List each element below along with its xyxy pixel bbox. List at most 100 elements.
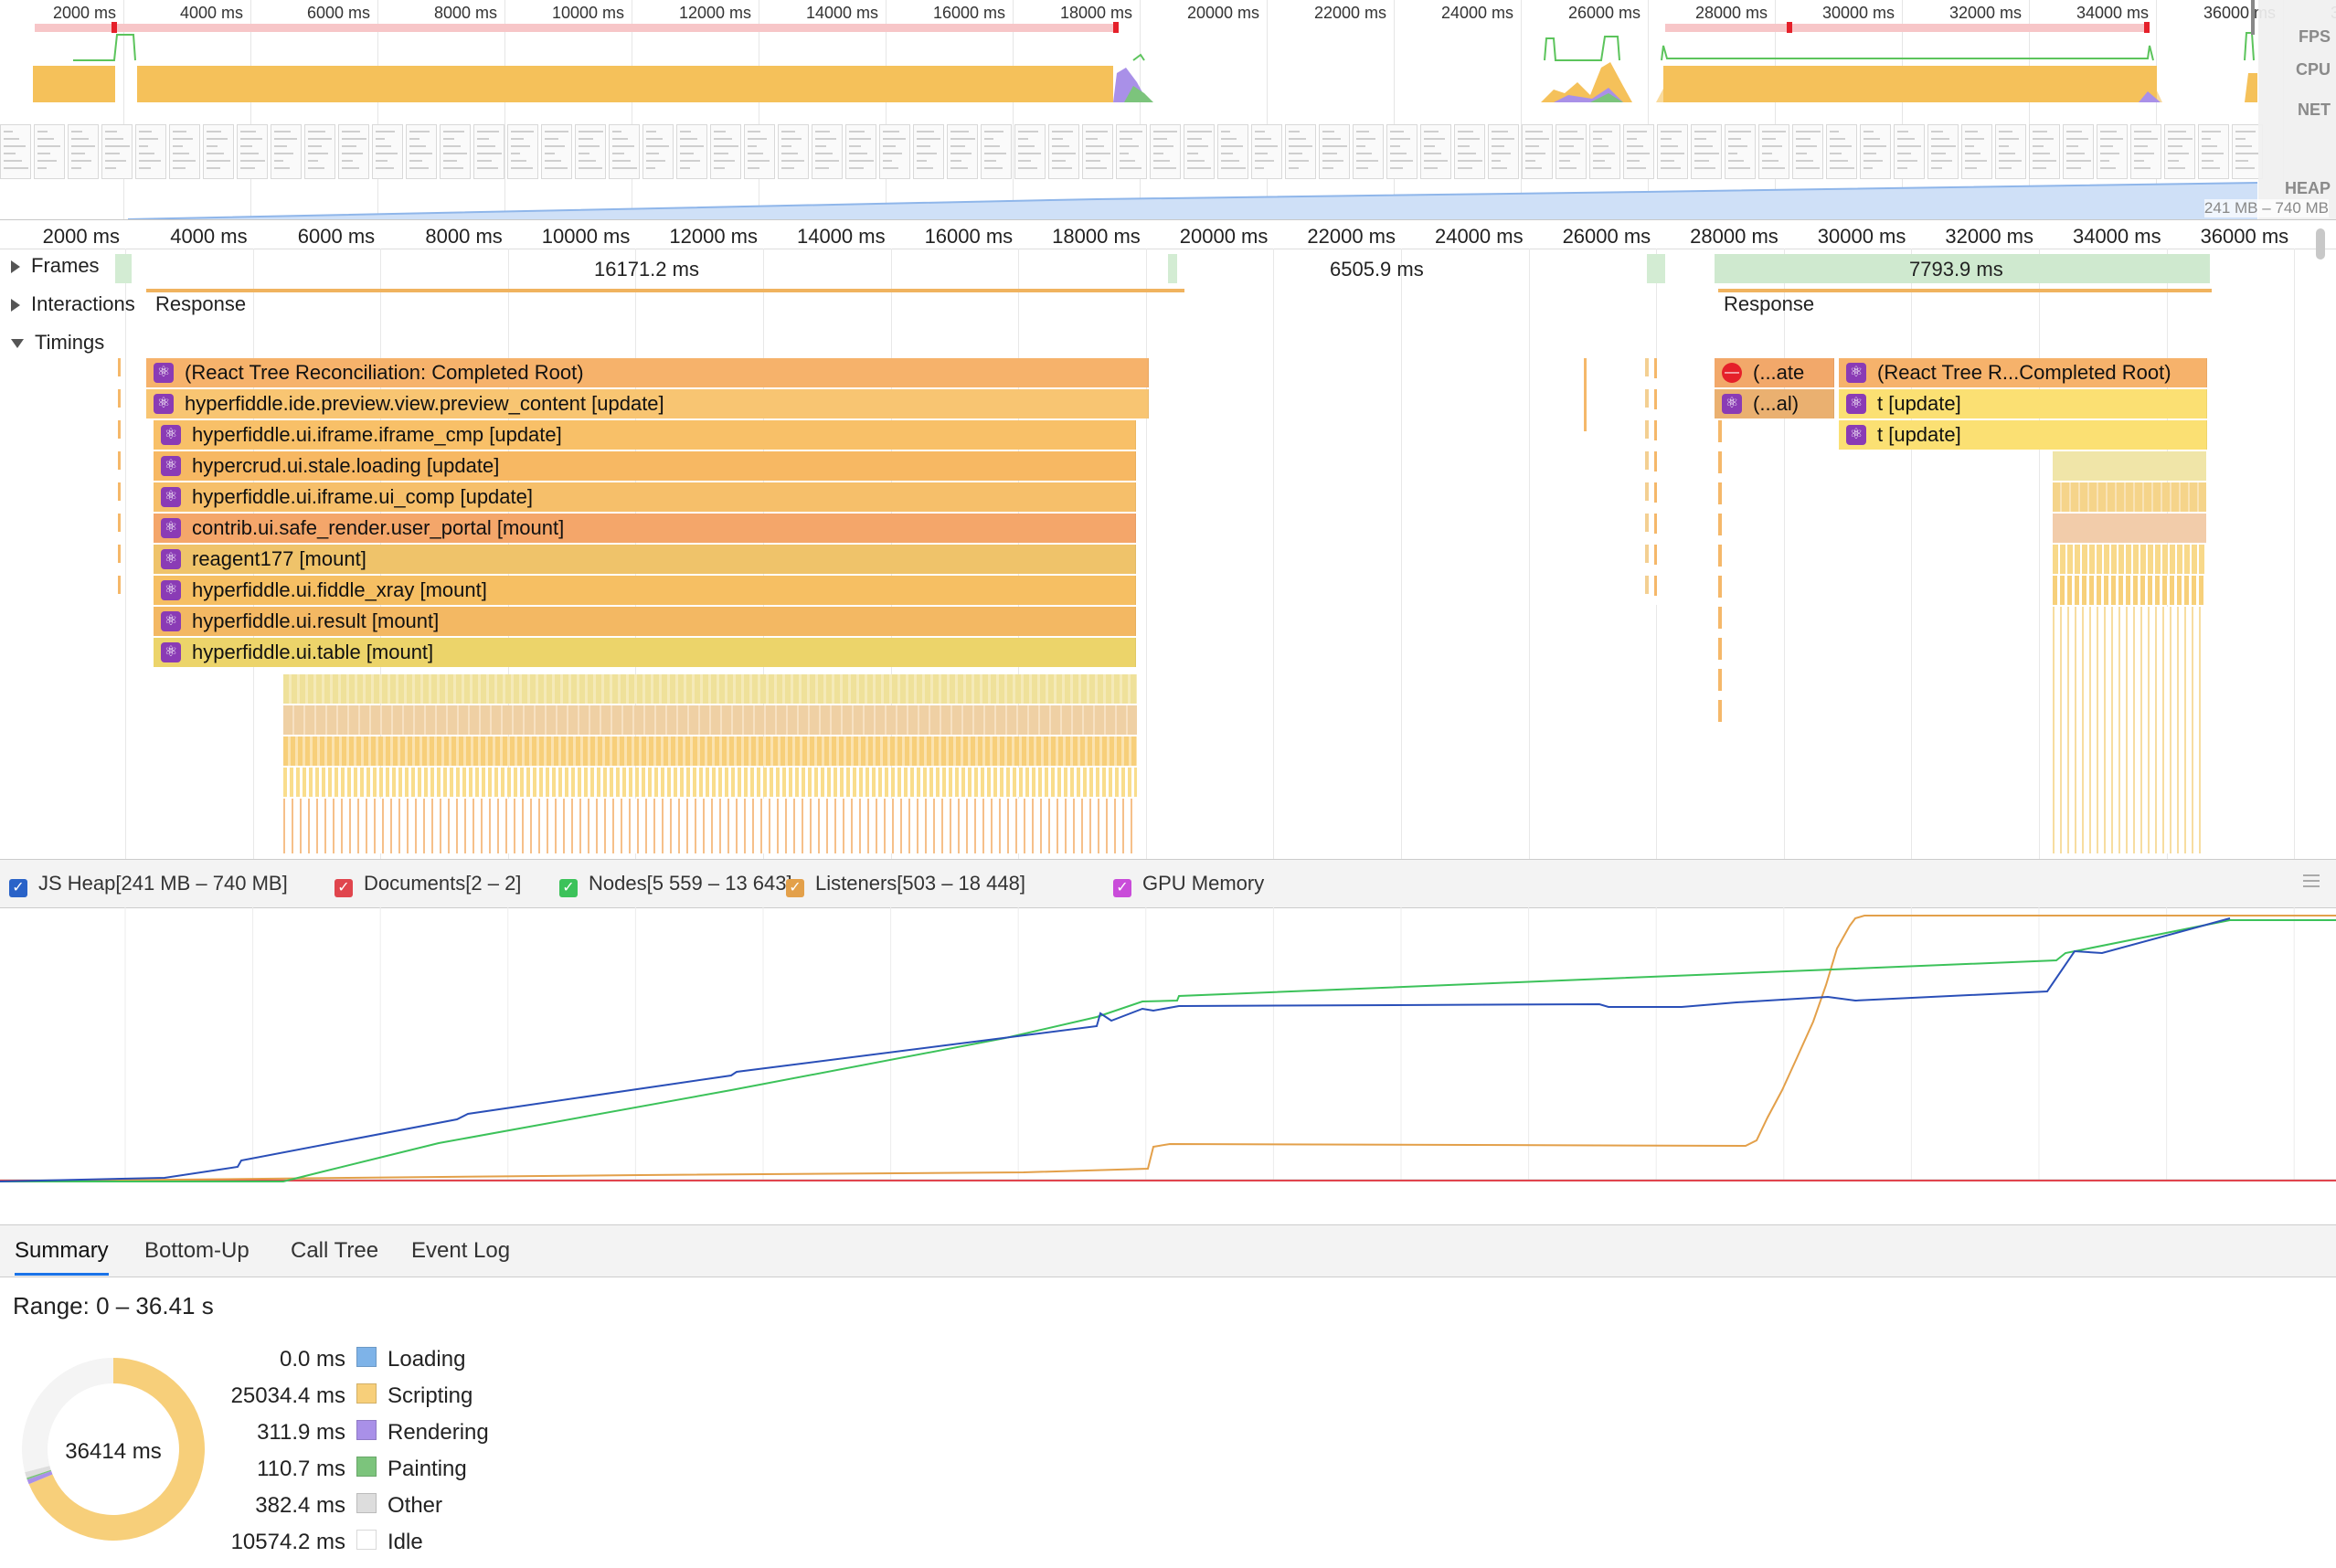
screenshot-thumbnail[interactable] <box>1319 124 1350 179</box>
screenshot-thumbnail[interactable] <box>2198 124 2229 179</box>
screenshot-thumbnail[interactable] <box>1860 124 1891 179</box>
interactions-track-header[interactable]: Interactions <box>11 292 135 316</box>
timeline-overview[interactable]: 2000 ms 4000 ms 6000 ms 8000 ms 10000 ms 1200… <box>0 0 2336 220</box>
response-interaction-bar[interactable] <box>146 289 1184 292</box>
counter-toggle[interactable]: ✓ Nodes[5 559 – 13 643] <box>559 872 792 897</box>
screenshot-thumbnail[interactable] <box>879 124 910 179</box>
screenshot-thumbnail[interactable] <box>0 124 31 179</box>
screenshot-thumbnail[interactable] <box>575 124 606 179</box>
screenshot-thumbnail[interactable] <box>778 124 809 179</box>
screenshot-thumbnail[interactable] <box>473 124 504 179</box>
menu-icon[interactable] <box>2303 874 2320 887</box>
tab-bottom-up[interactable]: Bottom-Up <box>144 1238 250 1263</box>
screenshot-thumbnail[interactable] <box>406 124 437 179</box>
screenshot-thumbnail[interactable] <box>1014 124 1046 179</box>
screenshot-thumbnail[interactable] <box>203 124 234 179</box>
screenshot-thumbnail[interactable] <box>304 124 335 179</box>
screenshot-thumbnail[interactable] <box>2130 124 2161 179</box>
screenshot-thumbnail[interactable] <box>845 124 876 179</box>
screenshot-thumbnail[interactable] <box>1894 124 1925 179</box>
timing-entry[interactable]: ⚛ hypercrud.ui.stale.loading [update] <box>154 451 1136 481</box>
counter-toggle[interactable]: ✓ JS Heap[241 MB – 740 MB] <box>9 872 288 897</box>
screenshot-thumbnail[interactable] <box>1454 124 1485 179</box>
timing-entry[interactable]: ⚛ reagent177 [mount] <box>154 545 1136 574</box>
screenshot-thumbnail[interactable] <box>1353 124 1384 179</box>
screenshot-thumbnail[interactable] <box>1758 124 1789 179</box>
screenshot-thumbnail[interactable] <box>1961 124 1992 179</box>
response-interaction-bar[interactable] <box>1718 289 2212 292</box>
frame-block[interactable] <box>1647 254 1665 283</box>
timing-entry[interactable]: — (...ate <box>1715 358 1834 387</box>
timing-entry[interactable]: ⚛ hyperfiddle.ui.result [mount] <box>154 607 1136 636</box>
range-selector-handle[interactable] <box>2251 0 2255 35</box>
tab-call-tree[interactable]: Call Tree <box>291 1238 379 1263</box>
screenshot-thumbnail[interactable] <box>676 124 707 179</box>
screenshot-thumbnail[interactable] <box>1927 124 1959 179</box>
frame-duration[interactable]: 6505.9 ms <box>1330 258 1424 281</box>
screenshot-thumbnail[interactable] <box>507 124 538 179</box>
tab-event-log[interactable]: Event Log <box>411 1238 511 1263</box>
screenshot-thumbnail[interactable] <box>744 124 775 179</box>
counter-toggle[interactable]: ✓ GPU Memory <box>1113 872 1264 897</box>
screenshot-thumbnail[interactable] <box>34 124 65 179</box>
screenshot-thumbnail[interactable] <box>271 124 302 179</box>
checkbox-icon[interactable]: ✓ <box>334 879 353 897</box>
counter-toggle[interactable]: ✓ Documents[2 – 2] <box>334 872 521 897</box>
timing-entry[interactable]: ⚛ hyperfiddle.ui.table [mount] <box>154 638 1136 667</box>
frame-block[interactable] <box>1715 254 2210 283</box>
screenshot-thumbnail[interactable] <box>1116 124 1147 179</box>
screenshot-thumbnail[interactable] <box>642 124 674 179</box>
checkbox-icon[interactable]: ✓ <box>559 879 578 897</box>
checkbox-icon[interactable]: ✓ <box>786 879 804 897</box>
timing-entry[interactable]: ⚛ contrib.ui.safe_render.user_portal [mou… <box>154 514 1136 543</box>
screenshot-thumbnail[interactable] <box>1420 124 1451 179</box>
screenshot-thumbnail[interactable] <box>372 124 403 179</box>
screenshot-thumbnail[interactable] <box>541 124 572 179</box>
screenshot-thumbnail[interactable] <box>1217 124 1248 179</box>
counter-toggle[interactable]: ✓ Listeners[503 – 18 448] <box>786 872 1025 897</box>
screenshot-thumbnail[interactable] <box>1048 124 1079 179</box>
screenshot-thumbnail[interactable] <box>2063 124 2094 179</box>
screenshot-thumbnail[interactable] <box>2029 124 2060 179</box>
screenshot-thumbnail[interactable] <box>68 124 99 179</box>
screenshot-thumbnail[interactable] <box>1725 124 1756 179</box>
screenshot-thumbnail[interactable] <box>169 124 200 179</box>
screenshot-thumbnail[interactable] <box>135 124 166 179</box>
screenshot-thumbnail[interactable] <box>101 124 133 179</box>
timing-entry[interactable]: ⚛ hyperfiddle.ui.fiddle_xray [mount] <box>154 576 1136 605</box>
checkbox-icon[interactable]: ✓ <box>9 879 27 897</box>
checkbox-icon[interactable]: ✓ <box>1113 879 1131 897</box>
screenshot-thumbnail[interactable] <box>2164 124 2195 179</box>
screenshot-thumbnail[interactable] <box>1657 124 1688 179</box>
screenshot-thumbnail[interactable] <box>1082 124 1113 179</box>
screenshot-thumbnail[interactable] <box>1792 124 1823 179</box>
screenshot-thumbnail[interactable] <box>1623 124 1654 179</box>
screenshot-thumbnail[interactable] <box>1386 124 1418 179</box>
timing-entry[interactable]: ⚛ hyperfiddle.ui.iframe.ui_comp [update] <box>154 482 1136 512</box>
screenshot-thumbnail[interactable] <box>237 124 268 179</box>
frame-duration[interactable]: 7793.9 ms <box>1909 258 2003 281</box>
screenshot-thumbnail[interactable] <box>1691 124 1722 179</box>
timing-entry[interactable]: ⚛ t [update] <box>1839 420 2207 450</box>
timing-entry[interactable]: ⚛ hyperfiddle.ui.iframe.iframe_cmp [updat… <box>154 420 1136 450</box>
screenshot-thumbnail[interactable] <box>2232 124 2263 179</box>
frame-block[interactable] <box>1168 254 1177 283</box>
screenshot-thumbnail[interactable] <box>1995 124 2026 179</box>
screenshot-thumbnail[interactable] <box>1488 124 1519 179</box>
screenshot-thumbnail[interactable] <box>440 124 471 179</box>
screenshot-thumbnail[interactable] <box>2097 124 2128 179</box>
screenshot-thumbnail[interactable] <box>812 124 843 179</box>
screenshot-thumbnail[interactable] <box>1184 124 1215 179</box>
screenshot-thumbnail[interactable] <box>338 124 369 179</box>
screenshot-thumbnail[interactable] <box>1589 124 1620 179</box>
flamechart-scrollbar[interactable] <box>2316 228 2325 260</box>
screenshot-thumbnail[interactable] <box>981 124 1012 179</box>
screenshot-thumbnail[interactable] <box>710 124 741 179</box>
frame-duration[interactable]: 16171.2 ms <box>594 258 699 281</box>
timing-entry[interactable]: ⚛ t [update] <box>1839 389 2207 418</box>
screenshot-thumbnail[interactable] <box>1150 124 1181 179</box>
screenshot-thumbnail[interactable] <box>1285 124 1316 179</box>
frames-track-header[interactable]: Frames <box>11 254 100 278</box>
screenshot-thumbnail[interactable] <box>609 124 640 179</box>
timing-entry[interactable]: ⚛ (React Tree Reconciliation: Completed R… <box>146 358 1149 387</box>
